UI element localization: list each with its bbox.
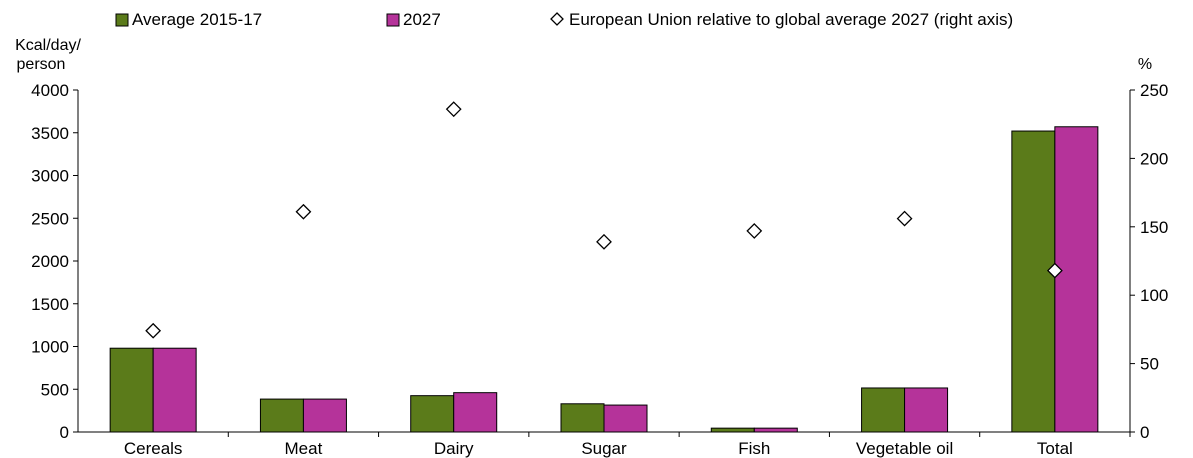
y-right-tick-label: 0: [1140, 423, 1149, 442]
bar-2027-meat: [302, 398, 347, 433]
x-tick-label-sugar: Sugar: [581, 439, 627, 458]
markers: [145, 101, 1063, 339]
axes: Cereals Meat Dairy Sugar Fish Vegetable oil To…: [31, 81, 1168, 458]
x-tick-label-meat: Meat: [285, 439, 323, 458]
marker-diamond-vegetable-oil: [896, 210, 913, 227]
y-right-tick-label: 50: [1140, 355, 1159, 374]
y-right-tick-label: 100: [1140, 286, 1168, 305]
legend-label-ratio: European Union relative to global averag…: [569, 10, 1013, 29]
bar-2027-vegetable-oil: [904, 387, 949, 433]
y-left-tick-label: 2500: [31, 209, 69, 228]
x-tick-label-dairy: Dairy: [434, 439, 474, 458]
legend-swatch-2027: [386, 13, 400, 27]
x-tick-label-vegetable-oil: Vegetable oil: [856, 439, 953, 458]
y-left-tick-label: 2000: [31, 252, 69, 271]
y-left-tick-label: 3500: [31, 124, 69, 143]
x-tick-label-fish: Fish: [738, 439, 770, 458]
bar-2027-sugar: [603, 404, 648, 433]
y-left-tick-label: 500: [41, 380, 69, 399]
x-tick-label-cereals: Cereals: [124, 439, 183, 458]
y-left-tick-label: 1500: [31, 295, 69, 314]
bar-avg-cereals: [109, 347, 154, 433]
y-left-tick-label: 1000: [31, 338, 69, 357]
bars: [109, 126, 1099, 433]
y-right-tick-label: 250: [1140, 81, 1168, 100]
y-axis-left-title-line2: person: [17, 56, 66, 73]
bar-avg-sugar: [560, 403, 605, 433]
marker-diamond-total: [1046, 262, 1063, 279]
y-left-tick-label: 3000: [31, 167, 69, 186]
marker-diamond-dairy: [445, 101, 462, 118]
marker-diamond-sugar: [596, 233, 612, 250]
y-right-tick-label: 200: [1140, 149, 1168, 168]
legend: Average 2015-17 2027 European Union rela…: [115, 10, 1013, 29]
y-axis-left-title-line1: Kcal/day/: [15, 37, 81, 54]
x-tick-label-total: Total: [1037, 439, 1073, 458]
legend-label-avg: Average 2015-17: [132, 10, 262, 29]
bar-avg-fish: [710, 427, 755, 433]
y-left-tick-label: 4000: [31, 81, 69, 100]
marker-diamond-meat: [295, 203, 312, 220]
legend-diamond-icon: [550, 12, 564, 26]
legend-swatch-avg: [115, 13, 129, 27]
bar-avg-meat: [259, 398, 304, 433]
bar-avg-vegetable-oil: [861, 387, 906, 433]
y-axis-right-title: %: [1138, 56, 1152, 73]
bar-2027-dairy: [453, 392, 498, 433]
y-right-tick-label: 150: [1140, 218, 1168, 237]
bar-2027-cereals: [152, 347, 197, 433]
bar-avg-dairy: [410, 395, 455, 433]
bar-avg-total: [1011, 130, 1056, 433]
bar-2027-fish: [753, 427, 798, 433]
y-left-tick-label: 0: [60, 423, 69, 442]
marker-diamond-fish: [746, 222, 763, 239]
bar-2027-total: [1054, 126, 1099, 433]
marker-diamond-cereals: [145, 322, 162, 339]
legend-label-2027: 2027: [403, 10, 441, 29]
